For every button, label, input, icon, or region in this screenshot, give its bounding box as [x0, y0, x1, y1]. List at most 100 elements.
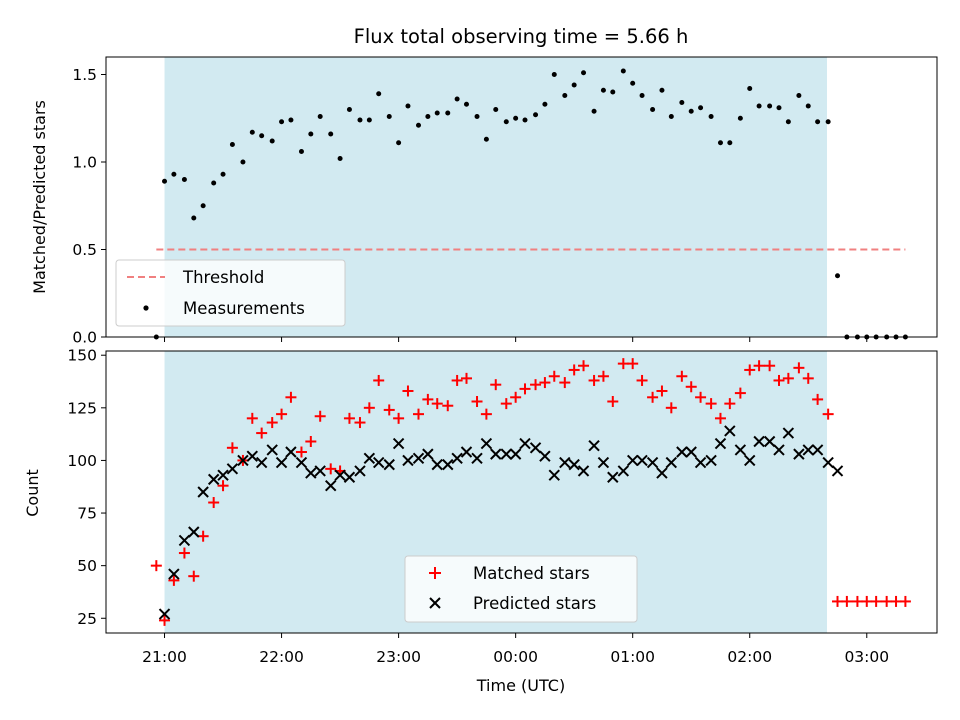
- predicted-star-point: [217, 469, 229, 481]
- matched-star-point: [695, 391, 707, 403]
- bottom-y-axis-label: Count: [23, 469, 42, 517]
- bottom-legend-box: [404, 555, 638, 623]
- matched-star-point: [588, 374, 600, 386]
- matched-star-point: [168, 574, 180, 586]
- measurement-point: [737, 115, 743, 121]
- predicted-star-point: [158, 608, 171, 620]
- predicted-star-point: [714, 437, 727, 450]
- measurement-point: [727, 140, 733, 146]
- matched-star-point: [188, 570, 200, 582]
- measurement-point: [679, 100, 685, 105]
- measurement-point: [805, 103, 811, 109]
- x-tick-label: 22:00: [259, 648, 304, 666]
- matched-star-point: [285, 391, 297, 403]
- predicted-star-point: [588, 439, 600, 452]
- predicted-star-point: [744, 454, 756, 467]
- predicted-star-point: [402, 454, 414, 467]
- predicted-star-point: [500, 448, 512, 460]
- x-tick-label: 21:00: [142, 648, 187, 666]
- measurement-point: [162, 178, 168, 184]
- predicted-star-point: [676, 446, 688, 458]
- measurement-point: [181, 177, 187, 182]
- predicted-star-point: [626, 454, 639, 467]
- matched-star-point: [734, 387, 746, 399]
- measurement-point: [503, 119, 509, 125]
- matched-star-point: [597, 370, 609, 382]
- measurement-point: [191, 215, 197, 221]
- predicted-star-point: [431, 458, 443, 471]
- matched-star-point: [870, 595, 882, 607]
- measurement-point: [630, 80, 636, 86]
- predicted-star-point: [577, 465, 590, 477]
- matched-star-point: [812, 393, 824, 405]
- matched-star-point: [480, 408, 492, 420]
- predicted-star-point: [237, 454, 249, 467]
- matched-star-point: [150, 560, 162, 572]
- predicted-star-point: [509, 448, 522, 460]
- measurement-point: [708, 114, 714, 119]
- matched-star-point: [442, 400, 454, 412]
- matched-star-point: [178, 547, 190, 559]
- matched-star-point: [305, 435, 317, 447]
- measurement-point: [200, 203, 206, 209]
- measurement-point: [639, 93, 645, 98]
- bottom-legend: Matched stars Predicted stars: [404, 555, 638, 623]
- matched-star-point: [744, 364, 756, 376]
- matched-star-point: [314, 410, 326, 422]
- predicted-star-point: [529, 442, 542, 454]
- predicted-star-point: [246, 450, 259, 462]
- predicted-star-point: [811, 444, 824, 456]
- matched-star-point: [578, 360, 590, 372]
- predicted-star-point: [753, 435, 765, 448]
- measurement-point: [328, 131, 334, 137]
- legend-measurements-swatch: [143, 305, 149, 311]
- predicted-star-point: [665, 456, 678, 469]
- predicted-star-point: [383, 458, 395, 471]
- matched-stars-points: [150, 358, 911, 626]
- matched-star-point: [782, 372, 794, 384]
- measurement-point: [591, 108, 597, 114]
- matched-star-point: [266, 417, 278, 429]
- measurement-point: [366, 117, 372, 123]
- y-tick-label: 25: [77, 610, 97, 628]
- matched-star-point: [676, 370, 688, 382]
- y-tick-label: 0.0: [72, 329, 97, 347]
- y-tick-label: 150: [67, 347, 97, 365]
- predicted-star-point: [422, 448, 434, 460]
- top-panel-frame: [105, 56, 938, 338]
- matched-star-point: [832, 595, 844, 607]
- measurement-point: [581, 70, 587, 76]
- matched-star-point: [402, 385, 414, 397]
- measurement-point: [835, 273, 841, 279]
- predicted-star-point: [266, 444, 278, 456]
- predicted-star-point: [490, 448, 502, 460]
- matched-star-point: [802, 372, 814, 384]
- top-y-axis-label: Matched/Predicted stars: [30, 100, 49, 294]
- matched-star-point: [217, 480, 229, 492]
- matched-star-point: [548, 370, 560, 382]
- measurement-point: [600, 87, 606, 93]
- predicted-star-point: [773, 444, 785, 456]
- legend-predicted-label: Predicted stars: [473, 594, 596, 613]
- predicted-star-point: [734, 444, 747, 456]
- measurement-point: [308, 131, 314, 137]
- x-tick-label: 02:00: [727, 648, 772, 666]
- predicted-star-point: [460, 446, 473, 458]
- matched-star-point: [705, 398, 717, 410]
- predicted-star-point: [275, 456, 288, 469]
- predicted-star-point: [568, 458, 580, 471]
- measurement-point: [659, 87, 665, 93]
- matched-star-point: [899, 595, 911, 607]
- predicted-star-point: [325, 479, 337, 492]
- predicted-star-point: [226, 463, 239, 475]
- matched-star-point: [471, 396, 483, 408]
- predicted-star-point: [285, 446, 297, 458]
- matched-star-point: [354, 417, 366, 429]
- y-tick-label: 50: [77, 557, 97, 575]
- measurement-point: [416, 122, 422, 128]
- y-tick-label: 75: [77, 505, 97, 523]
- predicted-star-point: [412, 452, 425, 465]
- matched-star-point: [851, 595, 863, 607]
- measurement-point: [434, 110, 440, 116]
